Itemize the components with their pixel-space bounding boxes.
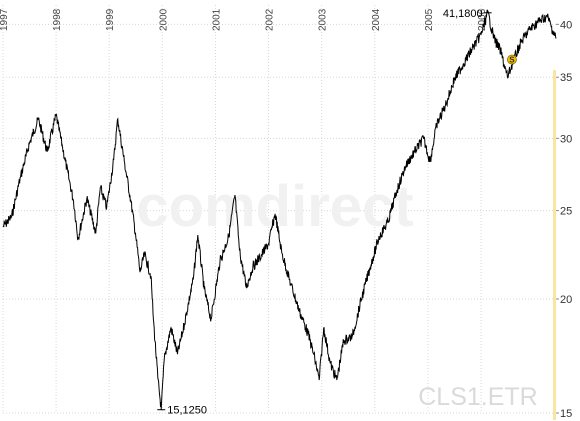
y-tick-label: 15 <box>560 408 572 420</box>
x-tick-label: 2005 <box>424 8 435 31</box>
y-tick-label: 35 <box>560 72 572 84</box>
annotations: 41,1800 15,1250 S <box>157 8 517 417</box>
x-tick-labels: 1997 1998 1999 2000 2001 2002 2003 2004 2005 2006 <box>0 8 488 31</box>
x-tick-label: 2006 <box>477 8 488 31</box>
x-tick-label: 2003 <box>318 8 329 31</box>
x-tick-label: 2002 <box>265 8 276 31</box>
y-tick-label: 30 <box>560 133 572 145</box>
x-tick-label: 1998 <box>52 8 63 31</box>
y-axis: 15 20 25 30 35 40 <box>556 19 572 420</box>
right-highlight-bar <box>553 70 556 420</box>
split-marker-circle <box>507 54 517 65</box>
price-series-line <box>2 9 557 410</box>
y-tick-label: 20 <box>560 294 572 306</box>
x-tick-label: 2000 <box>158 8 169 31</box>
x-tick-label: 2004 <box>371 8 382 31</box>
y-tick-label: 25 <box>560 206 572 218</box>
high-value-label: 41,1800 <box>443 8 483 20</box>
watermark: comdirect <box>136 174 413 239</box>
split-marker-label: S <box>509 56 515 65</box>
low-value-label: 15,1250 <box>167 405 207 417</box>
x-tick-label: 2001 <box>212 8 223 31</box>
x-tick-label: 1997 <box>0 8 10 31</box>
x-tick-label: 1999 <box>105 8 116 31</box>
ticker-label: CLS1.ETR <box>418 383 537 411</box>
y-tick-label: 40 <box>560 19 572 31</box>
